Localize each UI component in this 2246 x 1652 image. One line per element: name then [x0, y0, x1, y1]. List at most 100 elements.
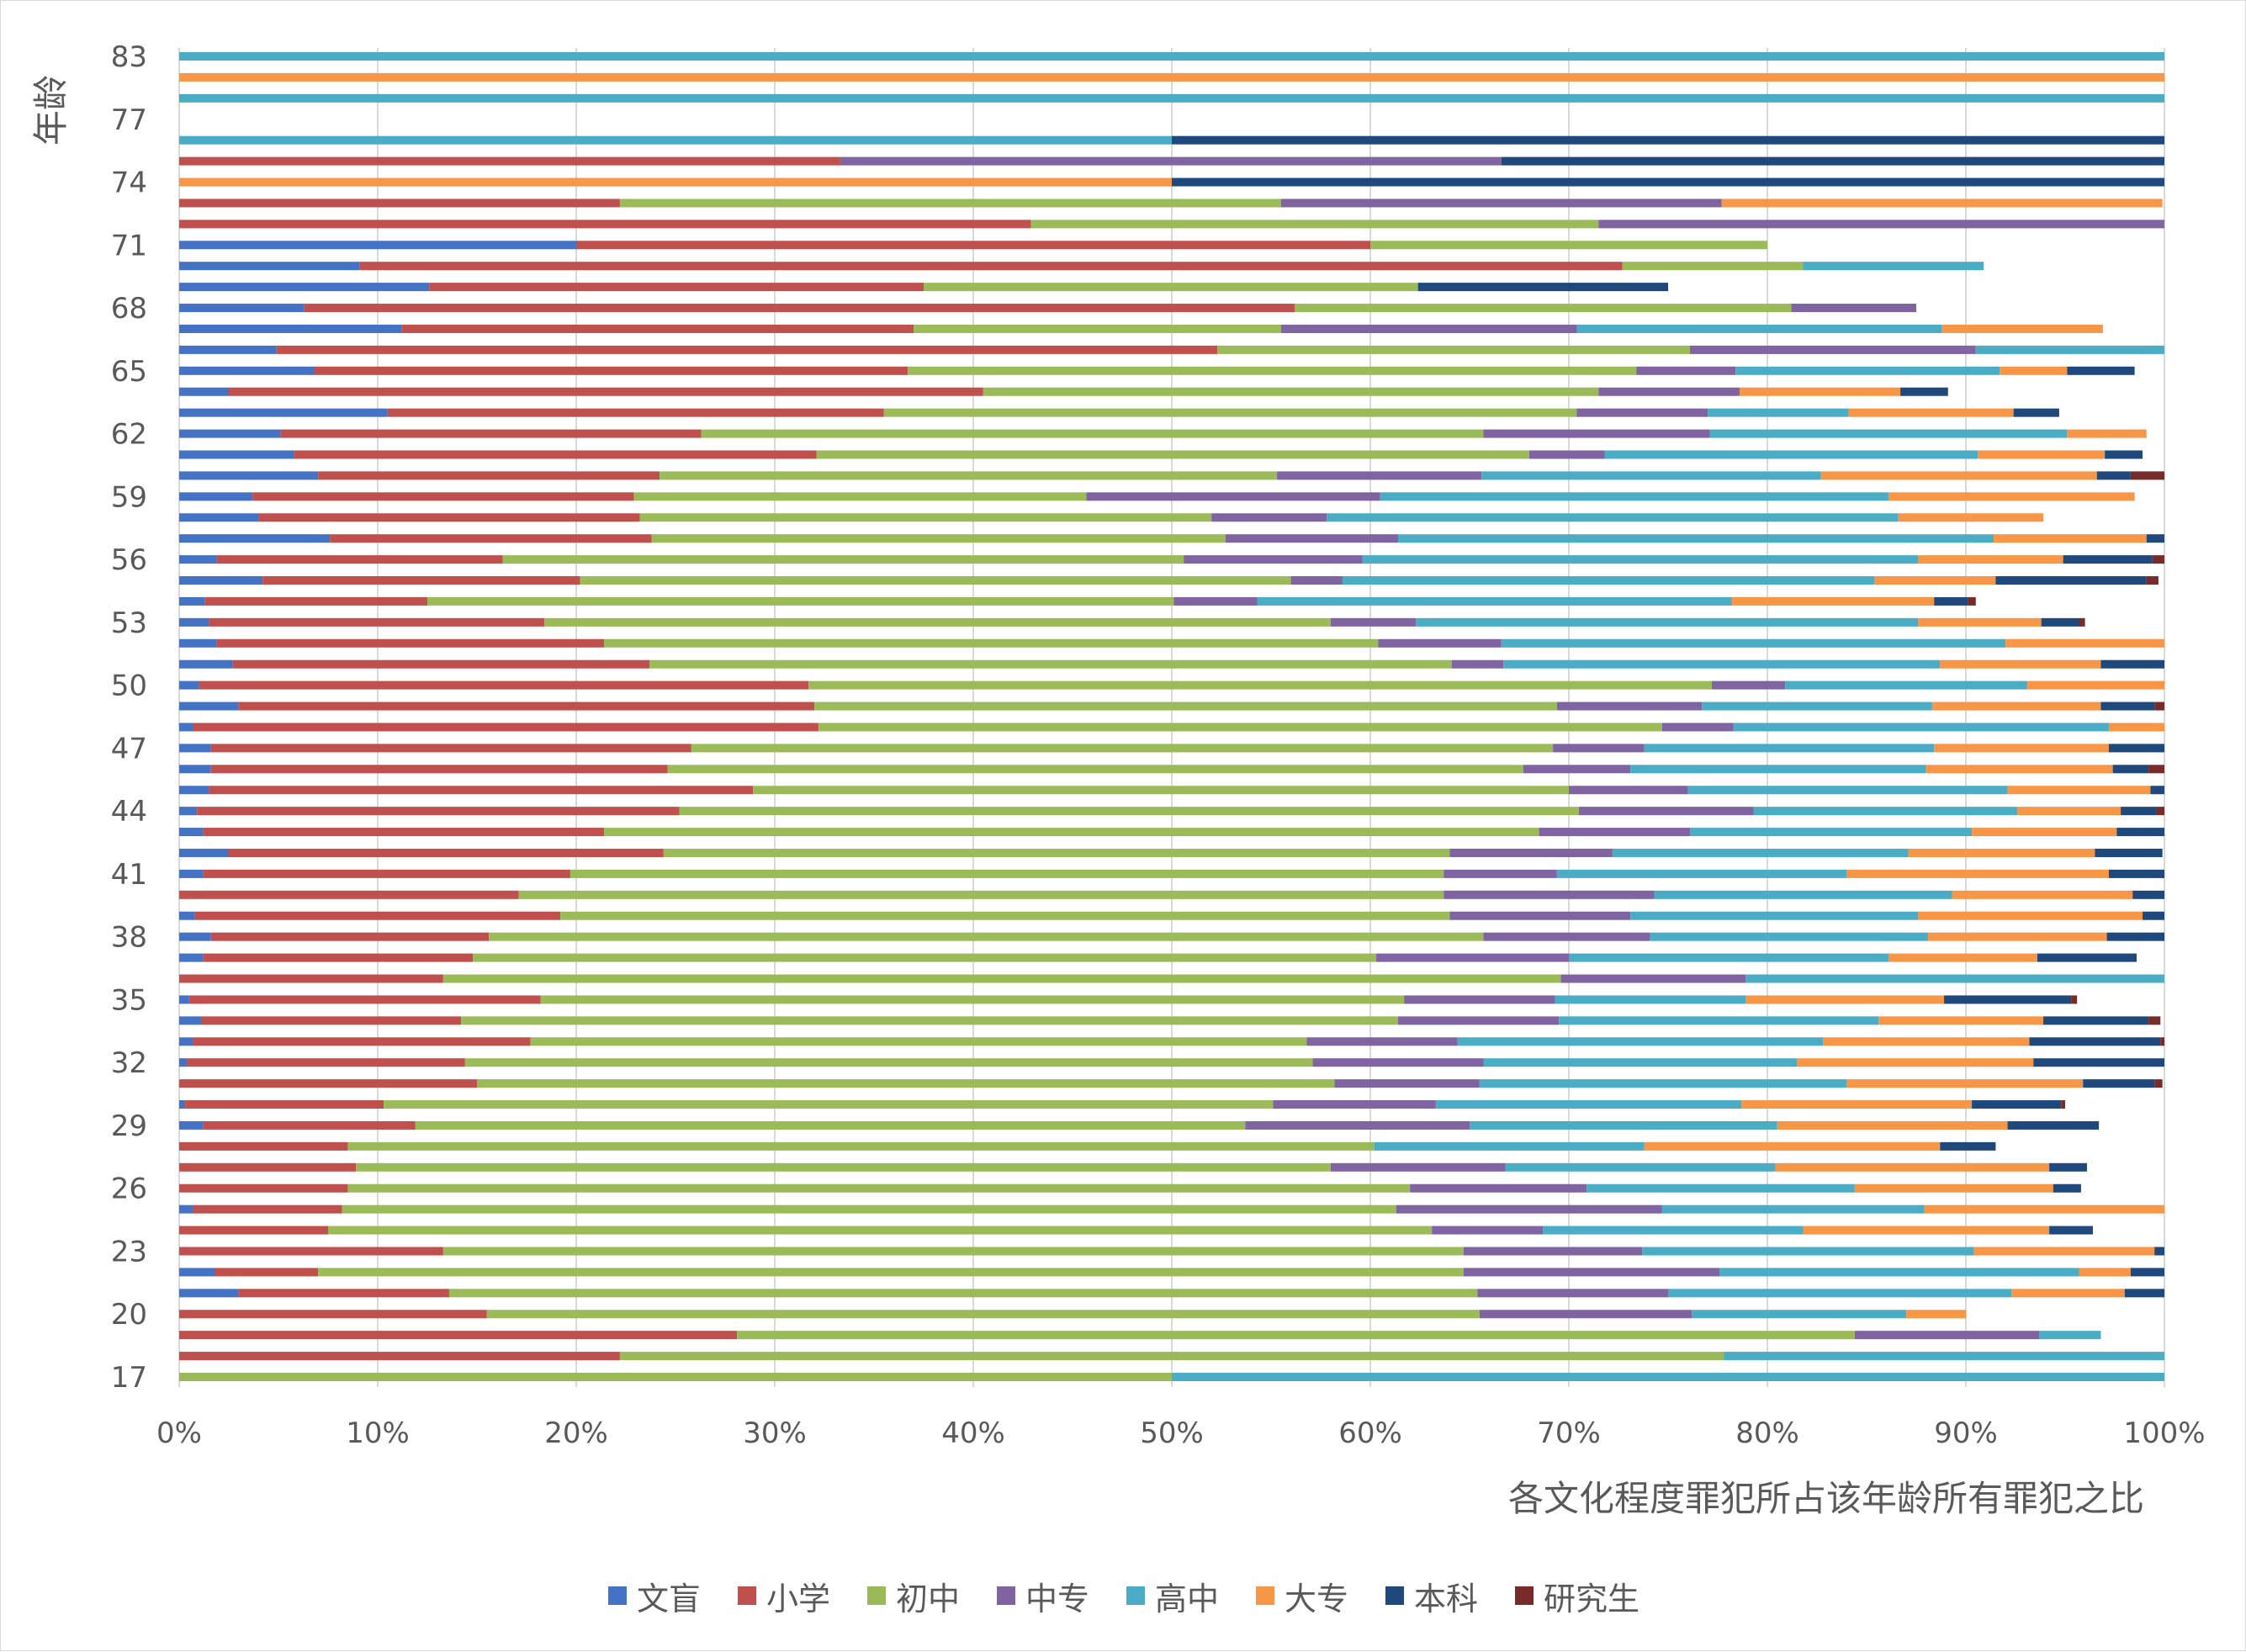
bar-segment — [347, 1183, 1411, 1193]
bar-segment — [1944, 995, 2072, 1004]
bar-segment — [1483, 932, 1650, 941]
bar-segment — [649, 659, 1452, 669]
bar-segment — [1569, 953, 1888, 962]
bar-segment — [1775, 1162, 2050, 1172]
bar-segment — [737, 1331, 1855, 1340]
bar-segment — [1528, 450, 1605, 459]
x-tick-label: 70% — [1537, 1416, 1601, 1450]
bar-segment — [580, 576, 1291, 585]
bar-segment — [1553, 744, 1645, 753]
bar-segment — [1846, 869, 2109, 878]
bar-segment — [1745, 995, 1945, 1004]
y-tick-label: 44 — [111, 795, 147, 829]
bar-segment — [679, 807, 1579, 816]
bar-segment — [179, 304, 305, 313]
bar-segment — [914, 324, 1281, 333]
bar-segment — [179, 596, 205, 606]
bar-segment — [1451, 659, 1504, 669]
bar-segment — [908, 366, 1637, 375]
bar-segment — [1854, 1331, 2040, 1340]
bar-segment — [179, 492, 253, 501]
bar-segment — [179, 638, 217, 648]
bar-segment — [199, 680, 809, 690]
bar-segment — [651, 534, 1226, 543]
legend: 文盲 小学 初中 中专 高中 大专 本科 研究生 — [1, 1574, 2246, 1618]
legend-item: 本科 — [1385, 1573, 1478, 1619]
bar-segment — [1654, 890, 1952, 899]
legend-label: 高中 — [1155, 1580, 1220, 1618]
bar-segment — [1745, 974, 2164, 983]
bar-segment — [1370, 241, 1767, 250]
bar-segment — [179, 744, 211, 753]
bar-segment — [1449, 911, 1631, 920]
bar-segment — [2106, 932, 2164, 941]
bar-segment — [1417, 283, 1668, 292]
bar-segment — [179, 1100, 186, 1109]
bar-segment — [1173, 596, 1258, 606]
bar-segment — [2154, 1247, 2164, 1256]
bar-segment — [347, 1141, 1375, 1151]
bar-segment — [2105, 450, 2143, 459]
bar-segment — [1290, 576, 1343, 585]
y-tick-label: 29 — [111, 1109, 147, 1143]
bar-segment — [179, 324, 402, 333]
y-tick-label: 32 — [111, 1046, 147, 1080]
bar-segment — [179, 199, 620, 208]
bar-segment — [197, 807, 680, 816]
bar-segment — [473, 953, 1377, 962]
bar-segment — [179, 1016, 201, 1025]
bar-segment — [179, 911, 195, 920]
bar-segment — [663, 848, 1450, 857]
bar-segment — [2071, 995, 2078, 1004]
bar-segment — [387, 408, 884, 417]
bar-segment — [486, 1310, 1480, 1319]
y-tick-label: 35 — [111, 983, 147, 1017]
bar-segment — [2079, 1268, 2131, 1277]
bar-segment — [179, 1331, 738, 1340]
bar-segment — [2049, 1162, 2087, 1172]
bar-segment — [1396, 1205, 1662, 1214]
y-tick-label: 23 — [111, 1235, 147, 1268]
bar-segment — [179, 1268, 215, 1277]
bar-segment — [1410, 1183, 1587, 1193]
bar-segment — [2116, 828, 2164, 837]
bar-segment — [238, 702, 815, 711]
bar-segment — [179, 617, 209, 627]
bar-segment — [1578, 807, 1754, 816]
bar-segment — [667, 765, 1523, 774]
bar-segment — [1172, 177, 2164, 187]
bar-segment — [1878, 1016, 2044, 1025]
bar-segment — [604, 828, 1539, 837]
bar-segment — [193, 723, 818, 732]
bar-segment — [179, 387, 229, 396]
y-tick-labels: 17 20 23 26 29 32 35 38 41 44 47 50 53 56 59 62 65 68 71 74… — [111, 40, 147, 1395]
bar-segment — [461, 1016, 1399, 1025]
bar-segment — [1724, 1352, 2164, 1361]
bar-segment — [1295, 304, 1792, 313]
legend-label: 研究生 — [1544, 1580, 1640, 1618]
bar-segment — [179, 471, 319, 480]
bar-segment — [179, 659, 233, 669]
bar-segment — [753, 786, 1569, 795]
legend-item: 高中 — [1126, 1573, 1219, 1619]
bar-segment — [2061, 1100, 2065, 1109]
bar-segment — [2156, 807, 2164, 816]
bar-segment — [1569, 786, 1688, 795]
bar-segment — [1463, 1268, 1720, 1277]
bar-segment — [1560, 974, 1746, 983]
legend-label: 小学 — [765, 1580, 830, 1618]
bar-segment — [2053, 1183, 2081, 1193]
bar-segment — [1280, 324, 1577, 333]
bar-segment — [179, 450, 294, 459]
bar-segment — [502, 555, 1184, 564]
bar-segment — [1376, 953, 1569, 962]
legend-swatch — [737, 1586, 756, 1605]
bar-segment — [1711, 680, 1786, 690]
bar-segment — [304, 304, 1295, 313]
bar-segment — [342, 1205, 1396, 1214]
bar-segment — [179, 702, 239, 711]
legend-label: 中专 — [1025, 1580, 1089, 1618]
bar-segment — [2011, 1289, 2125, 1298]
y-tick-label: 59 — [111, 480, 147, 514]
